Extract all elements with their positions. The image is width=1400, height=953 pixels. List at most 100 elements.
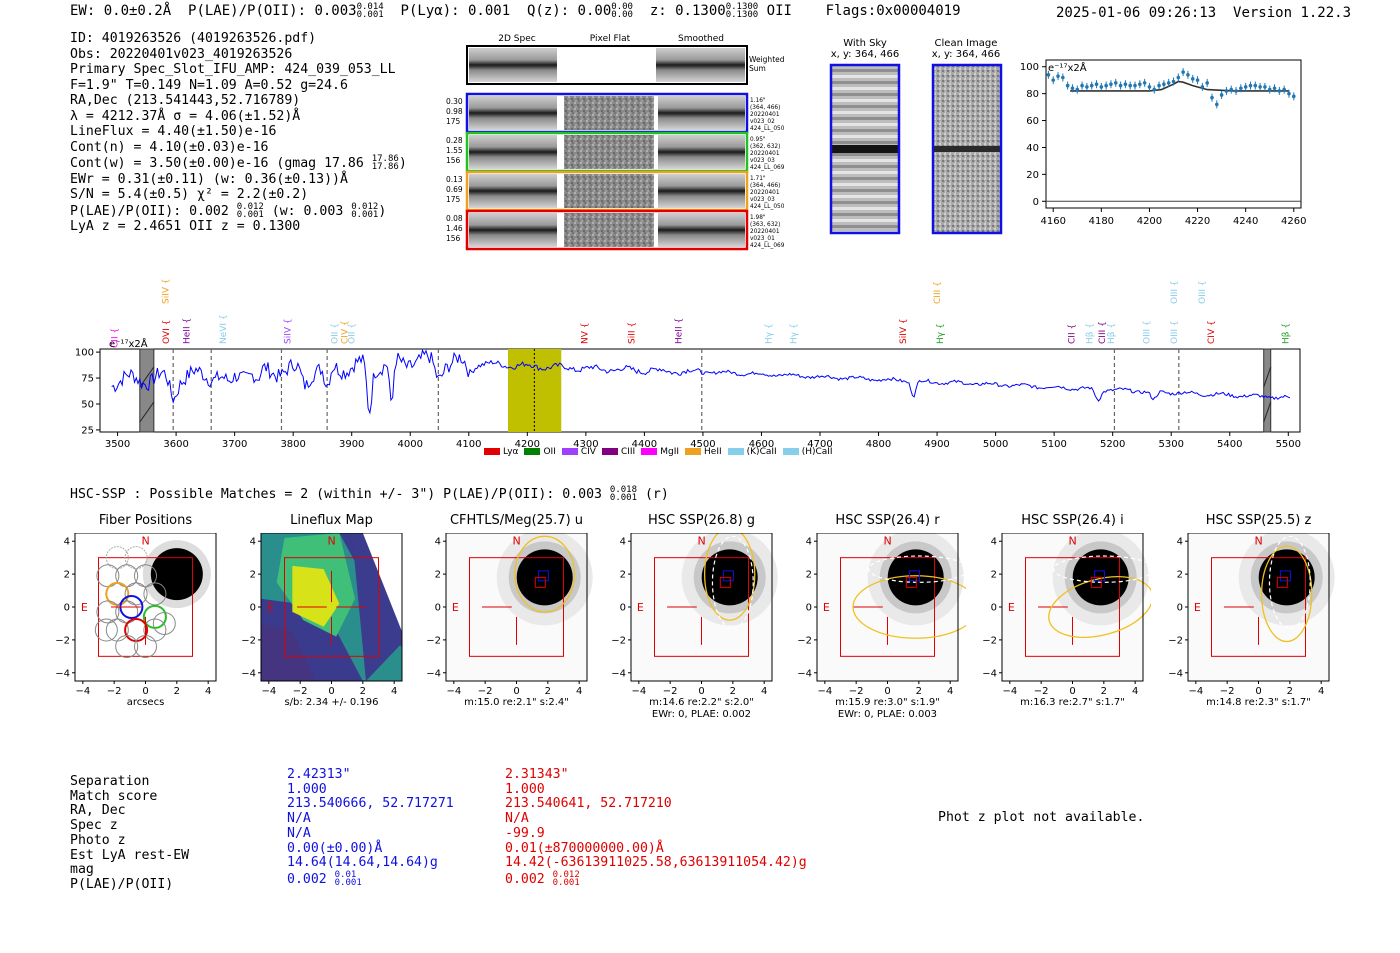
clean-image-label: Clean Image bbox=[934, 38, 998, 49]
spectral-line-label: SiIV { bbox=[283, 318, 293, 344]
hsc-panel-caption: s/b: 2.34 +/- 0.196 bbox=[284, 697, 379, 708]
panel-ytick-label: 2 bbox=[1177, 570, 1183, 581]
cutout-2dspec-3 bbox=[469, 174, 557, 208]
hsc-panel-title: HSC SSP(26.8) g bbox=[647, 513, 756, 528]
spectral-line-label: OIII { bbox=[1170, 320, 1180, 344]
cutout-right-value: 20220401 bbox=[750, 151, 780, 157]
header-line: EW: 0.0±0.2Å P(LAE)/P(OII): 0.0030.014 0.… bbox=[70, 3, 961, 20]
fiber-circle bbox=[124, 546, 148, 570]
zoom-point bbox=[1133, 83, 1137, 88]
zoom-point bbox=[1176, 75, 1181, 80]
cutout-right-value: (362, 632) bbox=[750, 144, 780, 150]
header-qz: Q(z): 0.00 bbox=[526, 3, 612, 19]
cutout-right-value: 20220401 bbox=[750, 190, 780, 196]
cutout-right-value: v023_03 bbox=[750, 197, 775, 203]
hsc-panel-caption: arcsecs bbox=[126, 697, 165, 708]
spectrum-xtick-label: 5100 bbox=[1041, 439, 1066, 450]
spectrum-xtick-label: 4800 bbox=[866, 439, 891, 450]
cutout-grid: 2D Spec Pixel Flat Smoothed Weighted Sum … bbox=[446, 34, 785, 251]
zoom-point bbox=[1166, 81, 1171, 85]
spectral-line-label: SiII { bbox=[628, 322, 638, 344]
spectral-line-label: HeII { bbox=[674, 318, 684, 344]
weighted-sum-2dspec bbox=[469, 48, 557, 82]
zoom-point bbox=[1210, 95, 1214, 100]
spectral-line-label: CIV { bbox=[341, 320, 351, 344]
match-marker-red bbox=[1276, 576, 1288, 588]
panel-ytick-label: 4 bbox=[991, 537, 997, 548]
north-label: N bbox=[142, 534, 150, 547]
zoom-point bbox=[1248, 83, 1253, 88]
match-value: 0.002 0.01 0.001 bbox=[287, 869, 362, 888]
panel-ytick-label: −4 bbox=[241, 668, 256, 679]
cutout-left-value: 156 bbox=[446, 234, 461, 243]
spectrum-unit-label: e⁻¹⁷x2Å bbox=[109, 337, 148, 350]
match-marker-blue bbox=[537, 570, 549, 582]
zoom-point bbox=[1075, 87, 1080, 92]
panel-xtick-label: 2 bbox=[545, 686, 551, 697]
zoom-point bbox=[1258, 85, 1262, 89]
match-label: mag bbox=[70, 862, 94, 878]
match-marker-blue bbox=[908, 570, 920, 582]
hsc-panel-title: HSC SSP(25.5) z bbox=[1205, 513, 1312, 528]
lineflux-map-region bbox=[261, 623, 316, 681]
match-value: -99.9 bbox=[505, 825, 545, 841]
spectrum-xtick-label: 5000 bbox=[983, 439, 1008, 450]
spectral-line-label: Hβ { bbox=[1085, 323, 1095, 344]
spectral-line-label: CII { bbox=[111, 328, 121, 348]
panel-xtick-label: −4 bbox=[1002, 686, 1017, 697]
aperture-box bbox=[1211, 557, 1306, 657]
match-marker-red bbox=[1090, 576, 1102, 588]
panel-ytick-label: −4 bbox=[55, 668, 70, 679]
legend-swatch bbox=[561, 448, 578, 455]
match-ellipse bbox=[703, 533, 756, 621]
header-flags: Flags:0x00004019 bbox=[825, 3, 961, 19]
cutout-right-value: v023_02 bbox=[750, 119, 775, 125]
spectrum-xtick-label: 4700 bbox=[807, 439, 832, 450]
fiber-circle bbox=[94, 618, 118, 642]
fiber-circle bbox=[134, 564, 157, 588]
east-label: E bbox=[1008, 601, 1015, 614]
cutout-right-value: v023_01 bbox=[750, 236, 775, 242]
match-label: Est LyA rest-EW bbox=[70, 847, 190, 863]
match-labels: Separation Match score RA, Dec Spec z Photo … bbox=[70, 774, 190, 893]
cutout-right-value: (364, 466) bbox=[750, 105, 780, 111]
zoom-point bbox=[1046, 73, 1051, 77]
clean-image-frame bbox=[931, 63, 1003, 235]
spectral-line-label: OIII { bbox=[1170, 280, 1180, 304]
zoom-point bbox=[1085, 85, 1089, 89]
info-contn: Cont(n) = 4.10(±0.03)e-16 bbox=[70, 139, 269, 155]
match-marker-blue bbox=[1279, 570, 1291, 582]
spectrum-layer: 3500 3600 3700 3800 3900 4000 4100 4200 4300 4400… bbox=[75, 348, 1301, 450]
zoom-ytick-label: 60 bbox=[1026, 116, 1039, 127]
panel-xtick-label: −2 bbox=[849, 686, 864, 697]
panel-ytick-label: 4 bbox=[64, 537, 70, 548]
cutout-right-value: 424_LL_069 bbox=[750, 165, 785, 171]
panel-ytick-label: 0 bbox=[620, 603, 626, 614]
cutout-2dspec-4 bbox=[469, 213, 557, 247]
match-value: N/A bbox=[287, 825, 311, 841]
match-marker-red bbox=[905, 576, 917, 588]
match-label: P(LAE)/P(OII) bbox=[70, 876, 174, 892]
zoom-point bbox=[1263, 85, 1267, 89]
zoom-fit-line bbox=[1070, 80, 1289, 92]
spectrum-xtick-label: 4000 bbox=[398, 439, 423, 450]
panel-xtick-label: −2 bbox=[1220, 686, 1235, 697]
match-label: Separation bbox=[70, 774, 150, 789]
zoom-point bbox=[1224, 89, 1229, 93]
match-ellipse bbox=[1048, 576, 1151, 638]
panel-xtick-label: −4 bbox=[261, 686, 276, 697]
fiber-circle bbox=[152, 611, 176, 635]
sky-clean-images bbox=[829, 63, 1003, 235]
hsc-panel-caption: m:15.9 re:3.0" s:1.9" bbox=[835, 697, 940, 708]
zoom-ytick-label: 100 bbox=[1020, 62, 1039, 73]
match-value: 1.000 bbox=[505, 781, 545, 797]
panel-ytick-label: 2 bbox=[991, 570, 997, 581]
hsc-panel-title: Lineflux Map bbox=[290, 513, 373, 528]
panel-xtick-label: −4 bbox=[817, 686, 832, 697]
zoom-point bbox=[1142, 81, 1147, 85]
east-label: E bbox=[81, 601, 88, 614]
spectrum-masked-region bbox=[139, 348, 155, 433]
with-sky-xy: x, y: 364, 466 bbox=[830, 49, 900, 60]
cutout-smoothed-3 bbox=[658, 174, 745, 208]
zoom-unit-label: e⁻¹⁷x2Å bbox=[1048, 61, 1087, 74]
